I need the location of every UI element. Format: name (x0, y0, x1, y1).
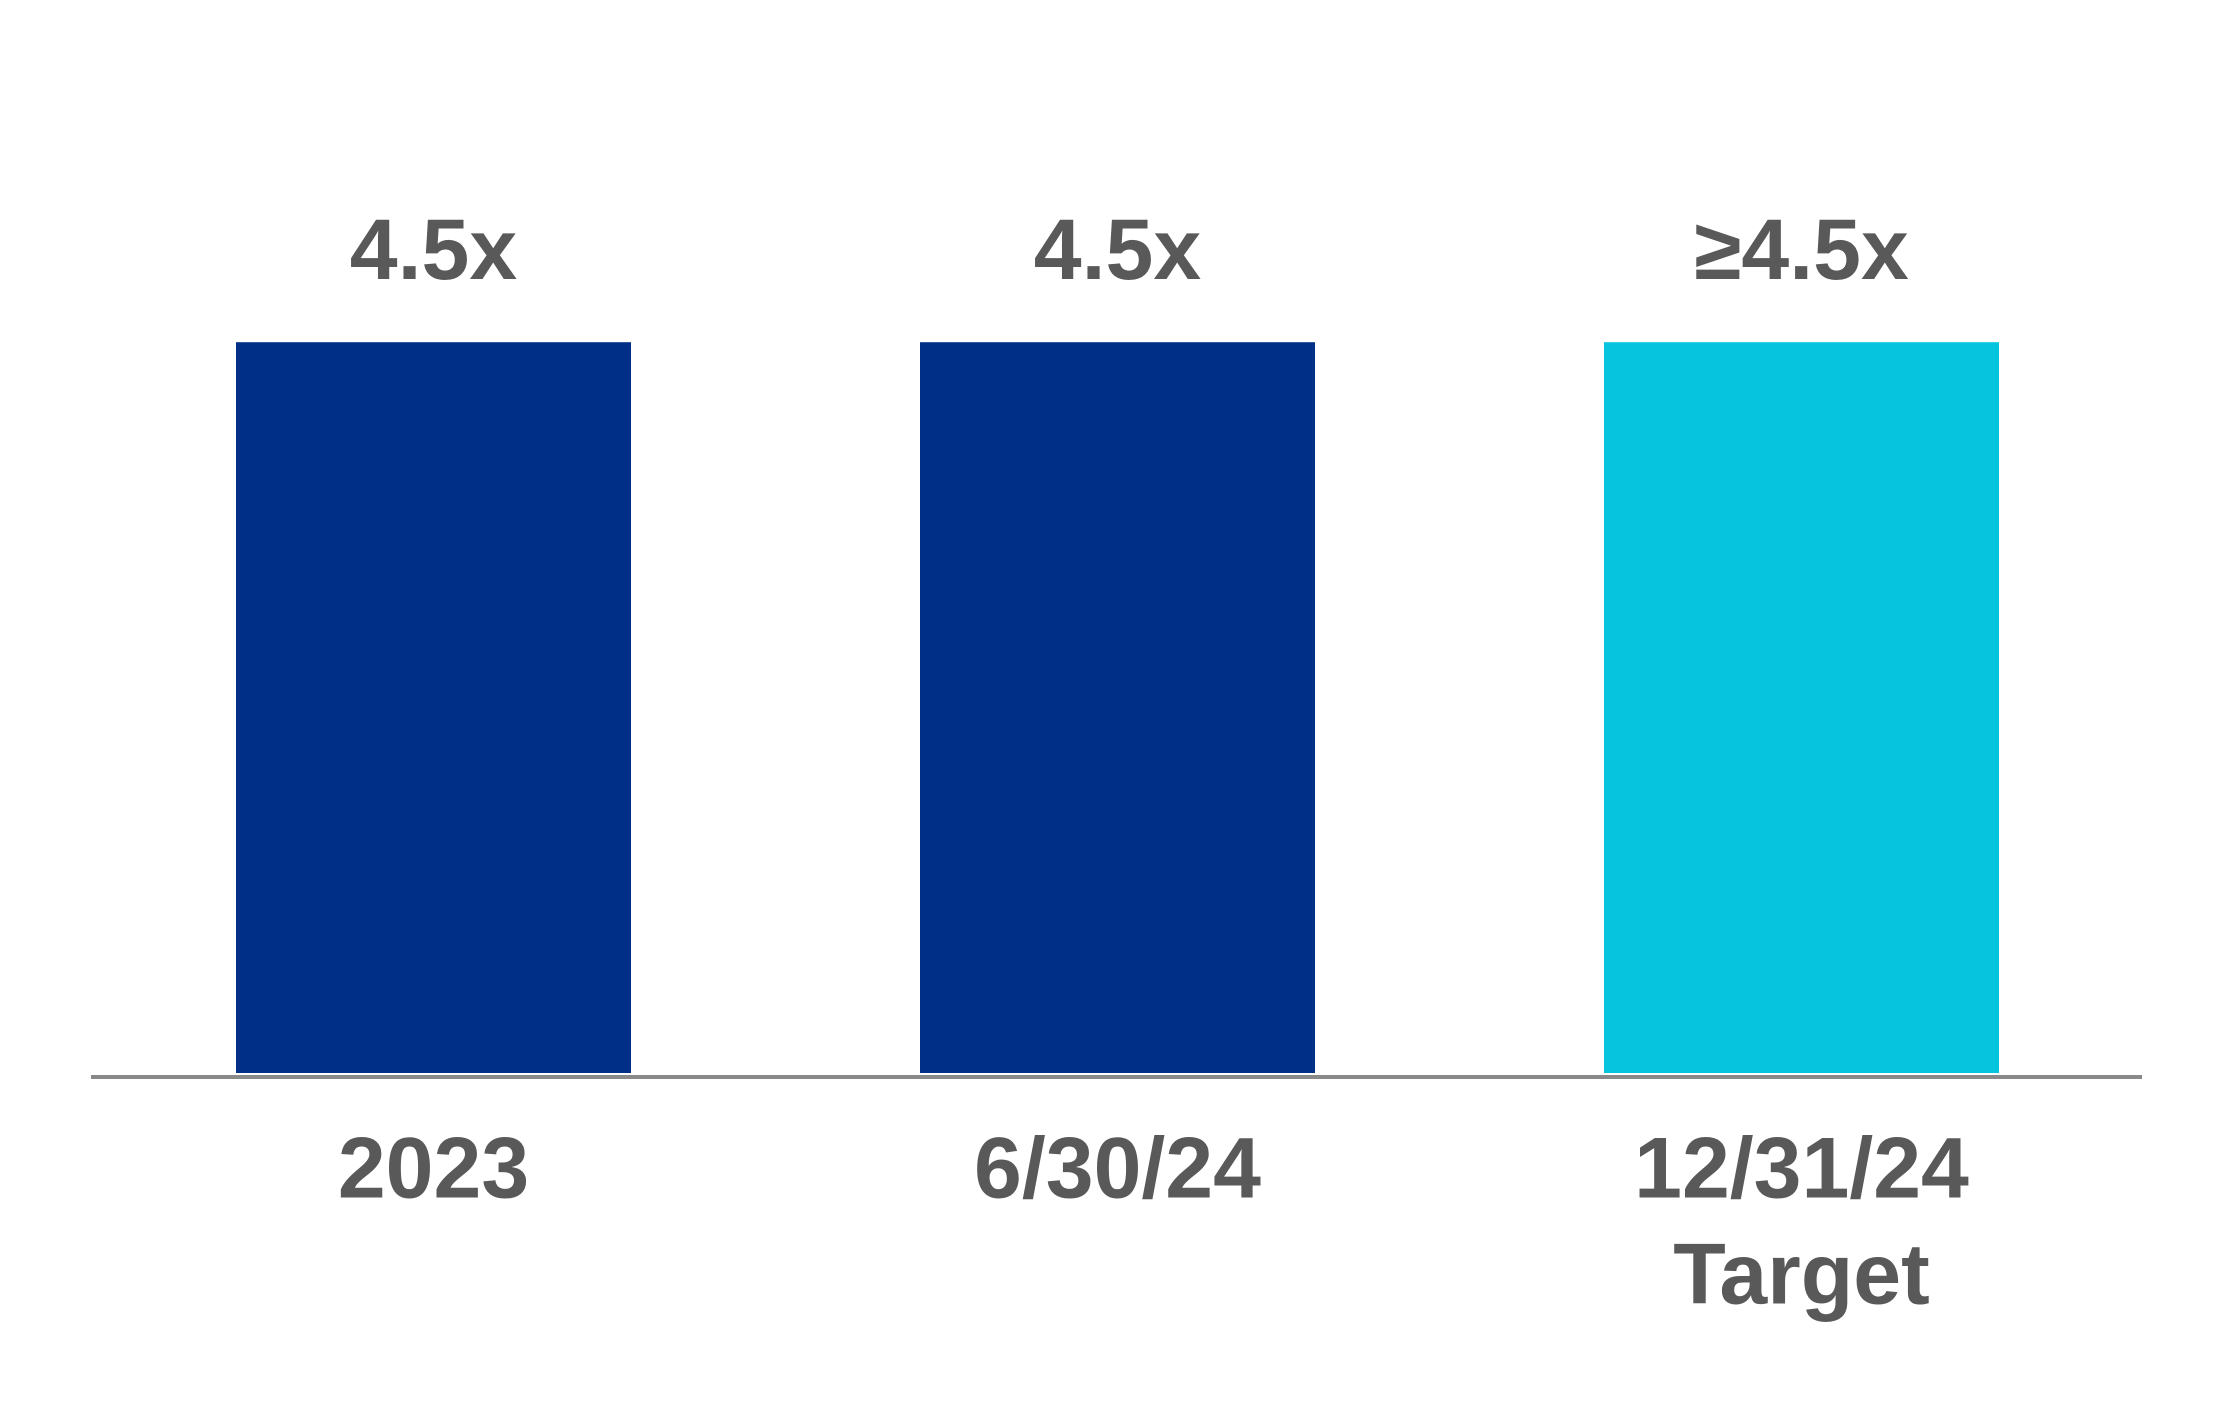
value-label: ≥4.5x (1694, 202, 1909, 298)
bar (1604, 342, 1999, 1073)
x-tick-label: Target (1673, 1227, 1929, 1323)
x-tick-label: 2023 (338, 1121, 529, 1217)
value-label: 4.5x (1034, 202, 1202, 298)
bar (236, 342, 631, 1073)
value-label: 4.5x (350, 202, 518, 298)
x-tick-label: 12/31/24 (1634, 1121, 1969, 1217)
x-tick-label: 6/30/24 (974, 1121, 1261, 1217)
bar (920, 342, 1315, 1073)
